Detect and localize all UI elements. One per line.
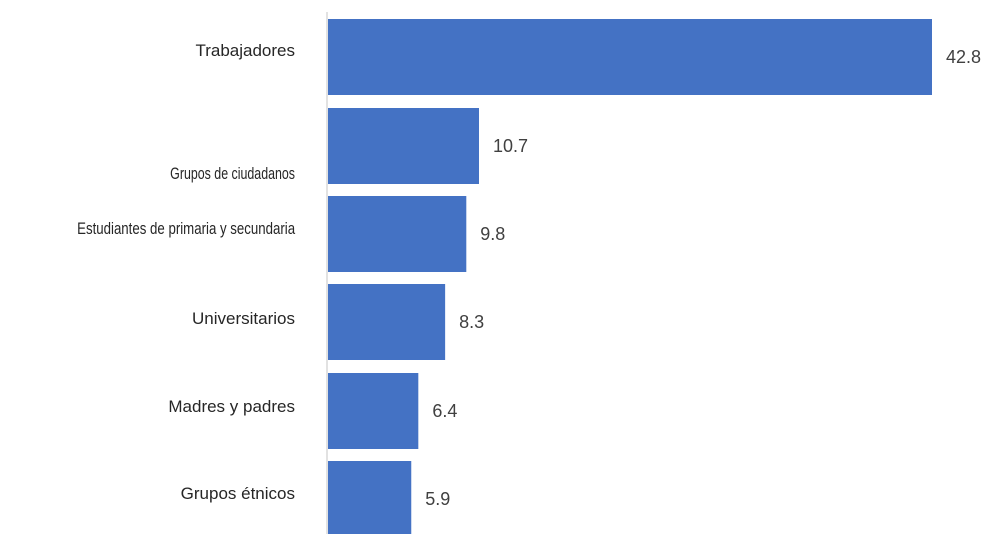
data-label: 6.4 (432, 401, 457, 421)
bar (328, 19, 932, 95)
bar (328, 284, 446, 360)
bar (328, 108, 479, 184)
data-label: 5.9 (425, 489, 450, 509)
category-label: Universitarios (192, 309, 295, 328)
data-label: 8.3 (459, 312, 484, 332)
data-label: 9.8 (480, 224, 505, 244)
category-label: Madres y padres (168, 397, 295, 416)
category-label: Trabajadores (195, 41, 295, 60)
bar (328, 461, 412, 534)
category-label: Estudiantes de primaria y secundaria (77, 220, 295, 239)
category-label: Grupos étnicos (181, 484, 295, 503)
data-label: 42.8 (946, 47, 981, 67)
category-label: Grupos de ciudadanos (170, 165, 295, 183)
bar (328, 373, 419, 449)
value-labels: 42.8 10.7 9.8 8.3 6.4 5.9 (425, 47, 981, 509)
bars-layer (328, 19, 932, 534)
bar (328, 196, 467, 272)
data-label: 10.7 (493, 136, 528, 156)
category-labels: Trabajadores Grupos de ciudadanos Estudian… (77, 41, 295, 503)
